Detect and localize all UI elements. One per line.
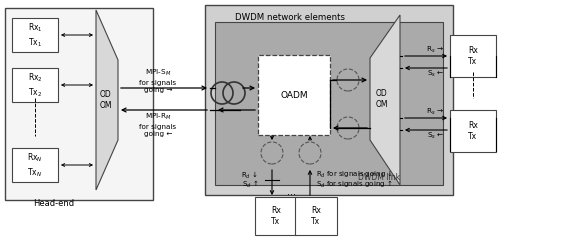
Bar [450,35,496,77]
Text: Rx$_N$
Tx$_N$: Rx$_N$ Tx$_N$ [27,151,43,179]
Polygon shape [370,15,400,185]
Text: R$_d$ ↓: R$_d$ ↓ [241,169,258,181]
Text: S$_s$ ←: S$_s$ ← [426,131,444,141]
Bar [295,197,337,235]
Text: Head-end: Head-end [33,199,74,208]
Text: OD
OM: OD OM [376,89,388,109]
Bar [12,68,58,102]
Text: Rx
Tx: Rx Tx [271,206,281,226]
Text: DWDM link: DWDM link [358,173,400,182]
Polygon shape [96,10,118,190]
Text: S$_d$ ↑: S$_d$ ↑ [242,178,258,190]
Bar [258,55,330,135]
Text: R$_s$ →: R$_s$ → [426,107,444,117]
Text: R$_s$ →: R$_s$ → [426,45,444,55]
Text: Rx
Tx: Rx Tx [311,206,321,226]
Text: Rx$_1$
Tx$_1$: Rx$_1$ Tx$_1$ [28,21,42,49]
Text: MPI-S$_M$
for signals
going →: MPI-S$_M$ for signals going → [139,68,177,93]
Bar [450,110,496,152]
Text: DWDM network elements: DWDM network elements [235,13,345,22]
Bar [12,18,58,52]
Text: OD
OM: OD OM [100,90,113,110]
Text: S$_s$ ←: S$_s$ ← [426,69,444,79]
Text: Rx
Tx: Rx Tx [468,46,478,66]
Text: MPI-R$_M$
for signals
going ←: MPI-R$_M$ for signals going ← [139,112,177,137]
Text: R$_d$ for signals going ↓: R$_d$ for signals going ↓ [316,168,393,180]
Text: ...: ... [286,187,296,197]
Bar [215,22,443,185]
Text: S$_d$ for signals going ↑: S$_d$ for signals going ↑ [316,178,393,190]
Bar [12,148,58,182]
Bar [205,5,453,195]
Text: OADM: OADM [280,91,308,100]
Text: Rx$_2$
Tx$_2$: Rx$_2$ Tx$_2$ [28,71,42,99]
Text: Rx
Tx: Rx Tx [468,121,478,141]
Bar [5,8,153,200]
Bar [255,197,297,235]
